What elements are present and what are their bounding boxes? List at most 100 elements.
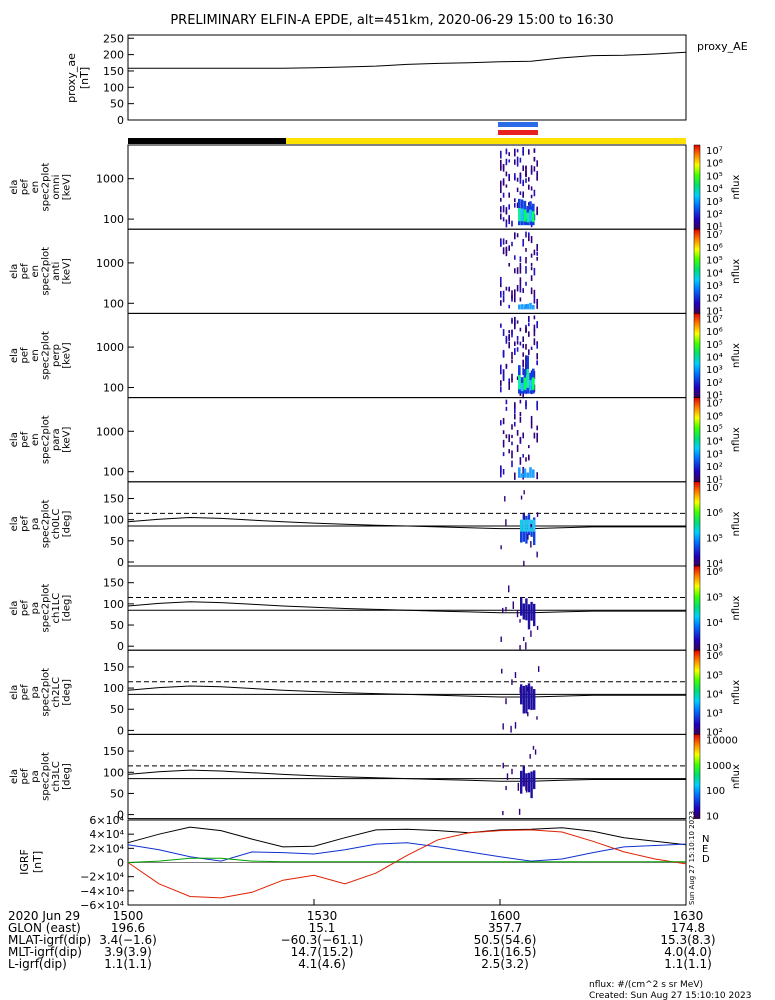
spectrogram-pixel [505, 364, 508, 369]
colorbar-unit-label: nflux [731, 511, 742, 536]
panel-ylabel-line: anti [51, 262, 62, 281]
spectrogram-pixel [511, 434, 513, 439]
pitch-angle-pixel [525, 598, 528, 621]
panel-ylabel-line: perp [51, 344, 62, 367]
pitch-angle-pixel [520, 770, 523, 794]
ephemeris-value: 1.1(1.1) [104, 957, 152, 971]
spectrogram-pixel [508, 341, 510, 349]
spectrogram-pixel [519, 287, 522, 293]
spectrogram-pixel [532, 211, 535, 222]
spectrogram-pixel [533, 432, 536, 439]
spectrogram-pixel [502, 329, 505, 337]
spectrogram-pixel [528, 202, 530, 206]
colorbar-label: 10⁴ [706, 559, 723, 570]
proxy-ae-legend: proxy_AE [697, 40, 748, 53]
pitch-angle-pixel [533, 519, 536, 532]
igrf-ytick-label: −2×10⁴ [80, 871, 124, 884]
spectrogram-pixel [508, 382, 510, 390]
panel-frame [127, 228, 687, 314]
panel-ylabel-line: pef [19, 515, 30, 532]
spectrogram-pixel [508, 159, 510, 163]
pitch-angle-pixel [530, 540, 532, 548]
panel-ytick-label: 0 [117, 640, 124, 653]
spectrogram-pixel [511, 424, 513, 430]
spectrogram-pixel [533, 324, 536, 332]
pitch-angle-pixel [522, 685, 525, 714]
spectrogram-pixel [502, 238, 505, 245]
spectrogram-pixel [532, 304, 535, 310]
spectrogram-pixel [519, 191, 522, 196]
panel-ylabel-line: spec2plot [40, 247, 51, 296]
colorbar-label: 1000 [706, 761, 731, 772]
colorbar-label: 10⁷ [706, 230, 723, 241]
energy-spectrogram-panel: 1000 100 ela pef en spec2plot perp [keV] 10⁷ 10⁶ 1… [9, 312, 742, 402]
panel-ytick-label: 1000 [96, 173, 124, 186]
spectrogram-pixel [528, 456, 530, 461]
spectrogram-pixel [536, 438, 538, 443]
pitch-angle-pixel [527, 711, 529, 717]
spectrogram-pixel [508, 177, 510, 182]
panel-ylabel-line: ela [9, 432, 20, 447]
spectrogram-pixel [508, 174, 510, 178]
colorbar-label: 10⁷ [706, 314, 723, 325]
pitch-angle-pixel [525, 685, 528, 714]
spectrogram-pixel [522, 466, 524, 474]
spectrogram-pixel [519, 416, 522, 423]
panel-frame [127, 649, 687, 735]
panel-frame [127, 397, 687, 483]
spectrogram-pixel [519, 411, 522, 416]
footer-created: Created: Sun Aug 27 15:10:10 2023 [589, 991, 751, 1000]
panel-ytick-label: 0 [117, 556, 124, 569]
spectrogram-pixel [525, 281, 527, 286]
spectrogram-pixel [514, 294, 516, 303]
spectrogram-pixel [523, 377, 527, 390]
igrf-series-line [127, 842, 687, 862]
ephemeris-table: 2020 Jun 29 1500 1530 1600 1630 GLON (east) 19… [8, 899, 716, 971]
pitch-angle-pixel [530, 601, 533, 621]
spectrogram-pixel [516, 376, 519, 381]
pitch-angle-pixel [532, 745, 535, 750]
spectrogram-pixel [519, 267, 522, 274]
colorbar-label: 10⁶ [706, 327, 723, 338]
pitch-angle-pixel [525, 519, 528, 532]
spectrogram-pixel [525, 326, 527, 333]
footer-units: nflux: #/(cm^2 s sr MeV) [589, 980, 703, 990]
spectrogram-pixel [500, 380, 502, 386]
spectrogram-pixel [514, 316, 516, 325]
pitch-angle-pixel [505, 698, 507, 705]
panel-frame [127, 565, 687, 651]
pitch-angle-pixel [505, 606, 507, 612]
spectrogram-pixel [523, 304, 527, 310]
colorbar-label: 10⁵ [706, 424, 723, 435]
spectrogram-pixel [516, 156, 519, 164]
spectrogram-pixel [502, 164, 505, 172]
spectrogram-pixel [511, 378, 513, 383]
spectrogram-pixel [533, 295, 536, 304]
spectrogram-pixel [519, 437, 522, 443]
spectrogram-pixel [529, 302, 532, 310]
colorbar-unit-label: nflux [731, 175, 742, 200]
pitch-angle-pixel [525, 779, 527, 788]
spectrogram-pixel [536, 160, 538, 167]
panel-ytick-label: 0 [117, 724, 124, 737]
panel-ytick-label: 100 [103, 466, 124, 479]
ephemeris-value: −60.3(−61.1) [281, 933, 364, 947]
panel-frame [127, 312, 687, 399]
spectrogram-pixel [514, 341, 516, 346]
spectrogram-pixel [505, 219, 508, 223]
igrf-ytick-label: 6×10⁴ [89, 814, 124, 827]
spectrogram-pixel [529, 467, 532, 478]
pitch-angle-pixel [505, 785, 507, 791]
colorbar-label: 10² [706, 294, 723, 305]
colorbar-label: 10¹ [706, 222, 723, 233]
spectrogram-pixel [514, 173, 516, 179]
spectrogram-pixel [520, 473, 524, 478]
spectrogram-pixel [505, 434, 508, 439]
status-bar-yellow [286, 138, 686, 144]
spectrogram-pixel [500, 283, 502, 288]
spectrogram-pixel [500, 300, 502, 306]
panel-ylabel-line: ela [9, 348, 20, 363]
colorbar-label: 10¹ [706, 391, 723, 402]
spectrogram-pixel [518, 208, 521, 222]
